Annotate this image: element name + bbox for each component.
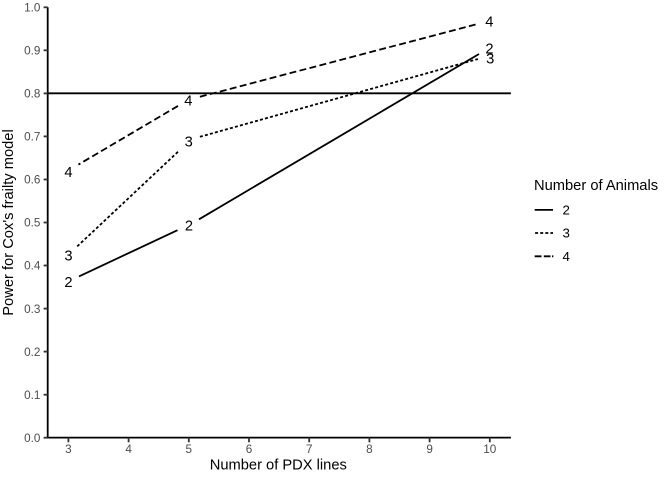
svg-text:8: 8 xyxy=(366,443,373,456)
svg-text:2: 2 xyxy=(64,275,72,291)
svg-text:Number of Animals: Number of Animals xyxy=(534,178,658,194)
svg-text:2: 2 xyxy=(185,219,193,235)
svg-text:10: 10 xyxy=(483,443,497,456)
svg-text:Power for Cox's frailty model: Power for Cox's frailty model xyxy=(1,129,17,315)
svg-text:4: 4 xyxy=(125,443,132,456)
svg-text:0.8: 0.8 xyxy=(24,88,40,101)
svg-text:0.9: 0.9 xyxy=(24,45,40,58)
svg-text:0.5: 0.5 xyxy=(24,217,41,230)
svg-text:3: 3 xyxy=(65,443,72,456)
svg-text:4: 4 xyxy=(184,94,192,110)
svg-text:2: 2 xyxy=(485,42,493,58)
svg-text:0.1: 0.1 xyxy=(24,389,40,402)
svg-text:9: 9 xyxy=(426,443,433,456)
svg-text:0.2: 0.2 xyxy=(24,346,40,359)
svg-text:4: 4 xyxy=(485,15,493,31)
svg-text:0.7: 0.7 xyxy=(24,131,40,144)
svg-text:Number of PDX lines: Number of PDX lines xyxy=(210,457,347,473)
svg-text:0.0: 0.0 xyxy=(24,432,41,445)
svg-text:4: 4 xyxy=(563,249,570,264)
svg-text:0.6: 0.6 xyxy=(24,174,40,187)
svg-text:0.4: 0.4 xyxy=(24,260,41,273)
svg-text:0.3: 0.3 xyxy=(24,303,40,316)
svg-text:3: 3 xyxy=(563,226,570,241)
svg-text:5: 5 xyxy=(186,443,193,456)
svg-text:7: 7 xyxy=(306,443,313,456)
svg-text:3: 3 xyxy=(185,134,193,150)
svg-text:2: 2 xyxy=(563,203,570,218)
svg-text:3: 3 xyxy=(486,52,494,68)
svg-text:3: 3 xyxy=(64,249,72,265)
svg-text:6: 6 xyxy=(246,443,253,456)
svg-text:4: 4 xyxy=(64,165,72,181)
svg-text:1.0: 1.0 xyxy=(24,2,41,15)
